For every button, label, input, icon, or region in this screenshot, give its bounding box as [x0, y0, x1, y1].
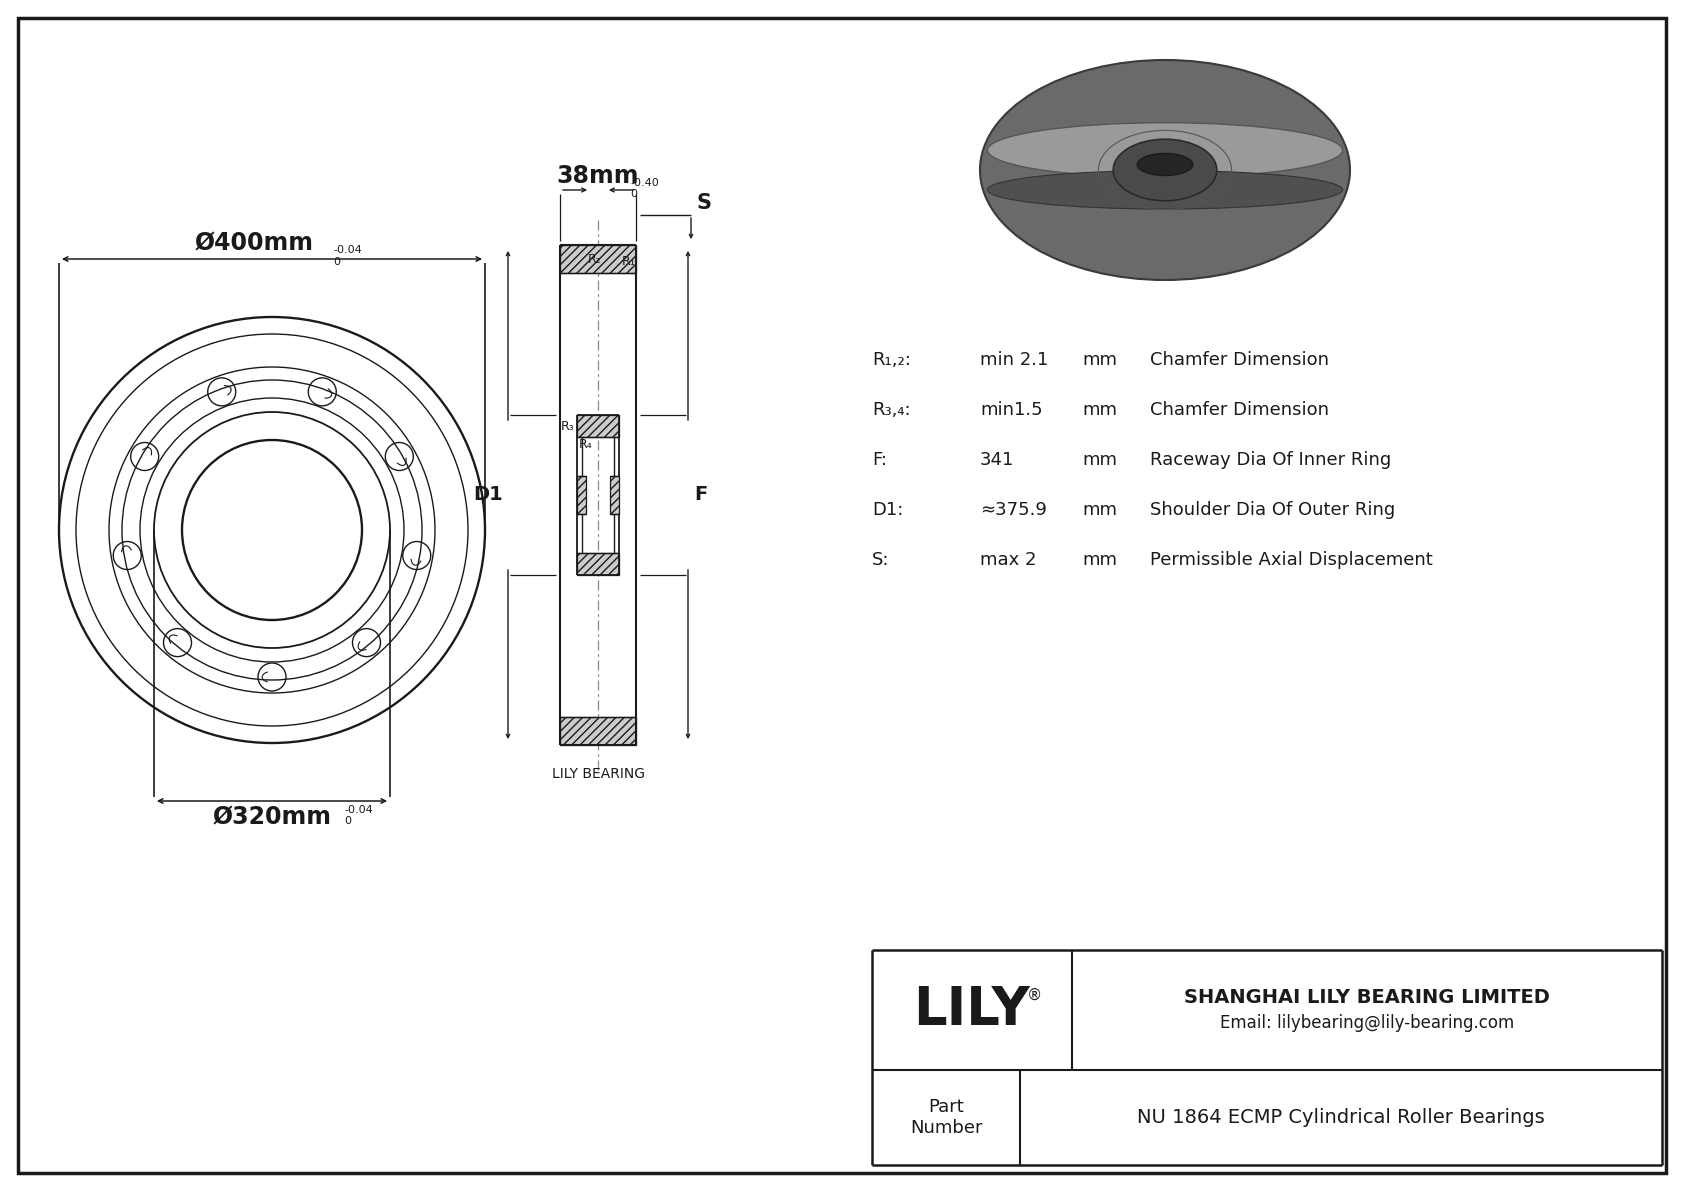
Text: SHANGHAI LILY BEARING LIMITED: SHANGHAI LILY BEARING LIMITED: [1184, 987, 1549, 1006]
Ellipse shape: [1137, 154, 1192, 175]
Bar: [561, 245, 637, 273]
Bar: [610, 476, 620, 515]
Text: R₃,₄:: R₃,₄:: [872, 401, 911, 419]
Text: Ø320mm: Ø320mm: [212, 805, 332, 829]
Text: mm: mm: [1083, 351, 1116, 369]
Text: R₄: R₄: [579, 438, 593, 451]
Text: 0: 0: [630, 189, 637, 199]
Text: Ø400mm: Ø400mm: [194, 231, 313, 255]
Bar: [578, 476, 586, 515]
Text: mm: mm: [1083, 501, 1116, 519]
Text: F: F: [694, 486, 707, 505]
Text: R₁: R₁: [621, 255, 637, 268]
Text: Raceway Dia Of Inner Ring: Raceway Dia Of Inner Ring: [1150, 451, 1391, 469]
Bar: [578, 553, 620, 575]
Text: mm: mm: [1083, 551, 1116, 569]
Text: Chamfer Dimension: Chamfer Dimension: [1150, 401, 1329, 419]
Text: ≈375.9: ≈375.9: [980, 501, 1047, 519]
Text: mm: mm: [1083, 451, 1116, 469]
Ellipse shape: [1113, 139, 1218, 201]
Text: Permissible Axial Displacement: Permissible Axial Displacement: [1150, 551, 1433, 569]
Text: 341: 341: [980, 451, 1014, 469]
Ellipse shape: [980, 60, 1351, 280]
Ellipse shape: [987, 123, 1342, 177]
Text: ®: ®: [1027, 989, 1042, 1003]
Text: LILY: LILY: [914, 984, 1031, 1036]
Text: -0.04: -0.04: [333, 245, 362, 255]
Text: D1: D1: [473, 486, 504, 505]
Text: R₂: R₂: [588, 252, 601, 266]
Text: -0.04: -0.04: [344, 805, 372, 815]
Ellipse shape: [987, 170, 1342, 210]
Text: Shoulder Dia Of Outer Ring: Shoulder Dia Of Outer Ring: [1150, 501, 1396, 519]
Text: LILY BEARING: LILY BEARING: [551, 767, 645, 781]
Text: R₃: R₃: [561, 420, 574, 434]
Text: D1:: D1:: [872, 501, 903, 519]
Text: mm: mm: [1083, 401, 1116, 419]
Text: Email: lilybearing@lily-bearing.com: Email: lilybearing@lily-bearing.com: [1219, 1015, 1514, 1033]
Bar: [578, 414, 620, 437]
Text: min 2.1: min 2.1: [980, 351, 1049, 369]
Bar: [561, 717, 637, 746]
Text: S:: S:: [872, 551, 889, 569]
Text: 0: 0: [344, 816, 350, 827]
Text: Chamfer Dimension: Chamfer Dimension: [1150, 351, 1329, 369]
Text: R₁,₂:: R₁,₂:: [872, 351, 911, 369]
Text: min1.5: min1.5: [980, 401, 1042, 419]
Text: S: S: [695, 193, 711, 213]
Text: -0.40: -0.40: [630, 177, 658, 188]
Text: F:: F:: [872, 451, 887, 469]
Text: max 2: max 2: [980, 551, 1036, 569]
Text: NU 1864 ECMP Cylindrical Roller Bearings: NU 1864 ECMP Cylindrical Roller Bearings: [1137, 1108, 1544, 1127]
Text: 38mm: 38mm: [557, 164, 640, 188]
Text: 0: 0: [333, 257, 340, 267]
Text: Part
Number: Part Number: [909, 1098, 982, 1137]
